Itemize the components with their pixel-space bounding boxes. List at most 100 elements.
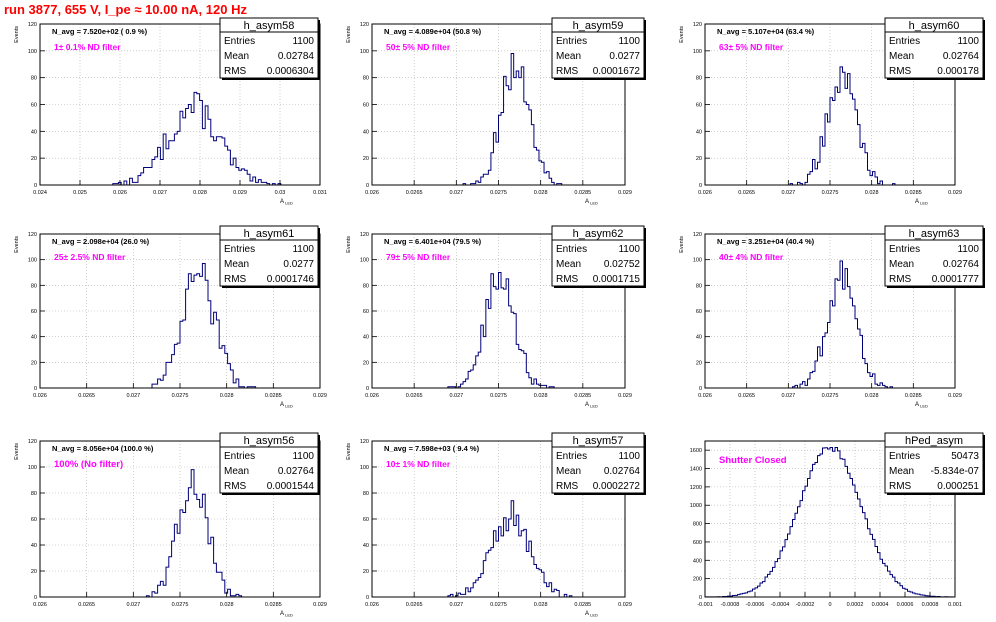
y-tick-label: 0 [34, 386, 37, 392]
y-tick-label: 0 [699, 595, 702, 601]
x-tick-label: 0.0275 [172, 393, 189, 399]
x-tick-label: 0.026 [365, 393, 379, 399]
stats-title: h_asym63 [909, 228, 960, 240]
x-tick-label: 0.0285 [574, 393, 591, 399]
x-tick-label: 0.0265 [78, 393, 95, 399]
x-tick-label: 0.029 [948, 393, 962, 399]
y-tick-label: 80 [363, 283, 369, 289]
stats-value: 0.0006304 [267, 66, 315, 77]
filter-label: 40± 4% ND filter [719, 252, 784, 262]
y-tick-label: 80 [696, 76, 702, 82]
x-tick-label: 0.029 [313, 393, 327, 399]
x-tick-label: 0.028 [534, 190, 548, 196]
x-axis-label: A LED [585, 611, 598, 618]
y-tick-label: 1200 [690, 485, 702, 491]
stats-title: h_asym56 [244, 435, 295, 447]
y-tick-label: 40 [363, 129, 369, 135]
x-tick-label: 0.0004 [872, 602, 889, 608]
x-tick-label: 0.028 [220, 393, 234, 399]
x-tick-label: 0.0285 [574, 602, 591, 608]
x-tick-label: -0.0008 [721, 602, 740, 608]
y-tick-label: 120 [693, 232, 702, 238]
stats-key: Entries [224, 36, 255, 47]
stats-value: 1100 [618, 451, 640, 462]
x-tick-label: 0.0275 [172, 602, 189, 608]
y-tick-label: 800 [693, 522, 702, 528]
stats-value: 0.0001746 [267, 274, 315, 285]
y-tick-label: 40 [363, 543, 369, 549]
stats-value: 1100 [292, 244, 314, 255]
stats-value: 0.02764 [278, 466, 315, 477]
x-tick-label: 0.025 [73, 190, 87, 196]
y-tick-label: 80 [31, 76, 37, 82]
x-tick-label: 0.026 [365, 190, 379, 196]
y-tick-label: 60 [31, 517, 37, 523]
x-tick-label: 0.029 [948, 190, 962, 196]
y-tick-label: 20 [696, 360, 702, 366]
stats-box [884, 432, 984, 494]
x-axis-label: A LED [280, 402, 293, 409]
x-tick-label: -0.0004 [771, 602, 790, 608]
filter-label: 100% (No filter) [54, 459, 123, 470]
stats-key: RMS [224, 481, 247, 492]
stats-key: RMS [889, 66, 912, 77]
x-tick-label: 0.031 [313, 190, 327, 196]
stats-key: Entries [889, 451, 920, 462]
stats-value: -5.834e-07 [931, 466, 980, 477]
stats-key: Mean [224, 259, 249, 270]
y-tick-label: 20 [31, 156, 37, 162]
y-tick-label: 1400 [690, 467, 702, 473]
navg-label: N_avg = 7.520e+02 ( 0.9 %) [52, 27, 148, 36]
x-tick-label: 0.001 [948, 602, 962, 608]
x-tick-label: 0.028 [865, 393, 879, 399]
stats-key: RMS [889, 481, 912, 492]
y-axis-label: Events [346, 443, 352, 460]
y-tick-label: 60 [31, 103, 37, 109]
x-tick-label: 0 [828, 602, 831, 608]
y-axis-label: Events [14, 26, 20, 43]
stats-key: Entries [224, 244, 255, 255]
stats-box [551, 17, 645, 79]
y-tick-label: 120 [360, 232, 369, 238]
x-tick-label: 0.0275 [822, 393, 839, 399]
y-tick-label: 1600 [690, 448, 702, 454]
stats-title: h_asym62 [573, 228, 624, 240]
filter-label: 1± 0.1% ND filter [54, 42, 121, 52]
y-tick-label: 80 [31, 283, 37, 289]
navg-label: N_avg = 8.056e+04 (100.0 %) [52, 444, 154, 453]
stats-value: 0.02784 [278, 51, 315, 62]
x-tick-label: 0.0285 [265, 393, 282, 399]
y-tick-label: 0 [699, 386, 702, 392]
x-tick-label: 0.029 [233, 190, 247, 196]
stats-value: 0.02752 [604, 259, 641, 270]
stats-key: Entries [556, 451, 587, 462]
panel-h_asym58: 0.024 0.025 0.026 0.027 0.028 0.029 0.03 0.031 0… [14, 17, 327, 206]
x-tick-label: 0.028 [193, 190, 207, 196]
x-axis-label: A LED [585, 199, 598, 206]
x-tick-label: 0.03 [275, 190, 286, 196]
y-axis-label: Events [14, 236, 20, 253]
x-tick-label: 0.026 [365, 602, 379, 608]
x-tick-label: 0.027 [449, 393, 463, 399]
stats-value: 1100 [957, 244, 979, 255]
stats-value: 0.0001777 [932, 274, 980, 285]
stats-value: 0.0001715 [593, 274, 641, 285]
y-tick-label: 80 [31, 491, 37, 497]
y-tick-label: 0 [34, 595, 37, 601]
x-axis-label: A LED [280, 199, 293, 206]
stats-box [884, 17, 984, 79]
x-tick-label: 0.026 [113, 190, 127, 196]
x-tick-label: 0.0285 [574, 190, 591, 196]
y-tick-label: 120 [693, 22, 702, 28]
stats-value: 0.0001544 [267, 481, 315, 492]
stats-value: 0.0277 [283, 259, 314, 270]
y-tick-label: 100 [28, 465, 37, 471]
y-tick-label: 80 [696, 283, 702, 289]
navg-label: N_avg = 3.251e+04 (40.4 %) [717, 237, 815, 246]
panel-h_asym63: 0.026 0.0265 0.027 0.0275 0.028 0.0285 0.029 0 2… [679, 225, 985, 409]
y-tick-label: 100 [693, 49, 702, 55]
y-tick-label: 40 [31, 129, 37, 135]
stats-key: Mean [556, 51, 581, 62]
stats-value: 0.0001672 [593, 66, 641, 77]
stats-value: 1100 [957, 36, 979, 47]
